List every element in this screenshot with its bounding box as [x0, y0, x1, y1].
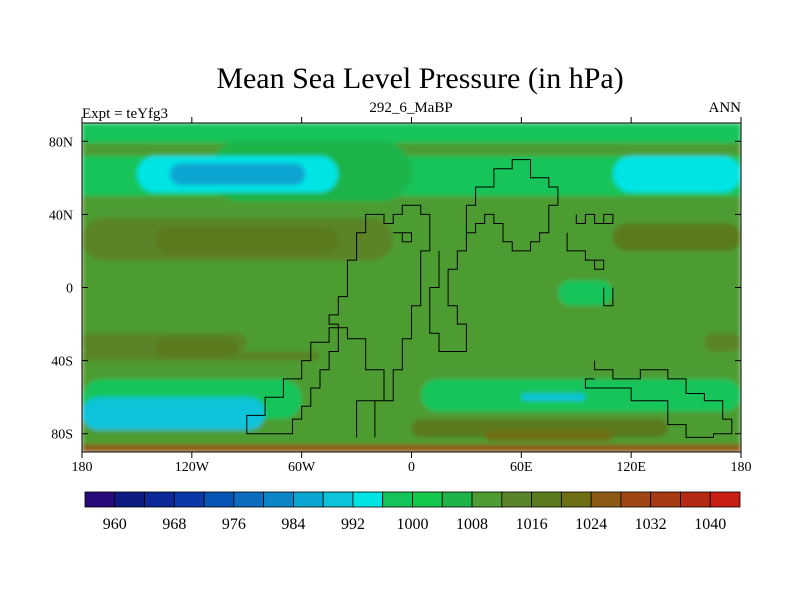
- colorbar-label: 1040: [694, 516, 726, 533]
- pressure-region: [557, 280, 613, 306]
- colorbar-swatch: [173, 491, 205, 508]
- colorbar-swatch: [352, 491, 384, 508]
- pressure-region: [82, 397, 266, 431]
- coastline: [566, 232, 605, 270]
- pressure-region: [155, 338, 238, 357]
- pressure-region: [169, 163, 306, 186]
- colorbar-swatch: [293, 491, 324, 508]
- pressure-region: [704, 333, 741, 352]
- season-label: ANN: [709, 100, 742, 116]
- period-label: 292_6_MaBP: [369, 100, 452, 116]
- x-tick-label: 60W: [288, 460, 316, 475]
- colorbar-swatch: [84, 491, 116, 508]
- colorbar: 960 968 976 984 992 1000 1008 1016 1024 1032 1040: [84, 491, 741, 533]
- colorbar-label: 1024: [575, 516, 607, 533]
- colorbar-swatch: [233, 491, 265, 508]
- colorbar-swatch: [709, 491, 741, 508]
- experiment-label: Expt = teYfg3: [82, 106, 168, 122]
- coastline: [246, 204, 431, 438]
- colorbar-swatch: [382, 491, 413, 508]
- colorbar-label: 1016: [516, 516, 548, 533]
- colorbar-label: 1000: [397, 516, 429, 533]
- pressure-region: [82, 207, 357, 219]
- colorbar-swatch: [471, 491, 503, 508]
- x-tick-label: 180: [72, 460, 93, 475]
- colorbar-label: 968: [162, 516, 186, 533]
- y-tick-label: 40S: [51, 355, 73, 370]
- colorbar-label: 1008: [456, 516, 488, 533]
- coastline: [603, 287, 614, 307]
- x-tick-label: 60E: [510, 460, 533, 475]
- colorbar-swatch: [144, 491, 175, 508]
- colorbar-label: 992: [341, 516, 365, 533]
- colorbar-label: 976: [222, 516, 246, 533]
- x-tick-label: 120E: [616, 460, 646, 475]
- x-tick-label: 120W: [175, 460, 210, 475]
- pressure-field: [82, 123, 741, 452]
- coastline: [575, 213, 614, 224]
- colorbar-swatch: [501, 491, 532, 508]
- colorbar-swatch: [203, 491, 235, 508]
- colorbar-swatch: [590, 491, 622, 508]
- pressure-region: [484, 430, 613, 442]
- y-tick-label: 80N: [49, 135, 73, 150]
- y-tick-label: 0: [66, 282, 73, 297]
- pressure-region: [612, 223, 741, 251]
- pressure-region: [521, 393, 586, 401]
- pressure-region: [612, 155, 741, 193]
- coastline: [429, 159, 559, 352]
- colorbar-swatch: [441, 491, 473, 508]
- colorbar-label: 960: [103, 516, 127, 533]
- x-tick-label: 180: [731, 460, 752, 475]
- pressure-region: [155, 227, 339, 255]
- plot-area: [82, 123, 741, 452]
- colorbar-swatch: [322, 491, 354, 508]
- y-tick-label: 40N: [49, 208, 73, 223]
- colorbar-label: 1032: [635, 516, 667, 533]
- axes: 180 120W 60W 0 60E 120E 180 80N 40N 0 40S 80S: [49, 117, 752, 475]
- colorbar-swatch: [263, 491, 294, 508]
- colorbar-swatch: [531, 491, 562, 508]
- coastline: [393, 232, 412, 243]
- pressure-region: [82, 444, 741, 452]
- y-tick-label: 80S: [51, 428, 73, 443]
- coastline: [584, 360, 733, 438]
- x-tick-label: 0: [408, 460, 415, 475]
- colorbar-label: 984: [281, 516, 305, 533]
- colorbar-swatch: [114, 491, 145, 508]
- colorbar-swatch: [412, 491, 443, 508]
- colorbar-swatch: [680, 491, 711, 508]
- chart-title: Mean Sea Level Pressure (in hPa): [216, 62, 623, 95]
- pressure-region: [82, 143, 741, 156]
- coastlines: [246, 159, 733, 438]
- colorbar-swatch: [650, 491, 681, 508]
- colorbar-swatch: [560, 491, 592, 508]
- colorbar-swatch: [620, 491, 652, 508]
